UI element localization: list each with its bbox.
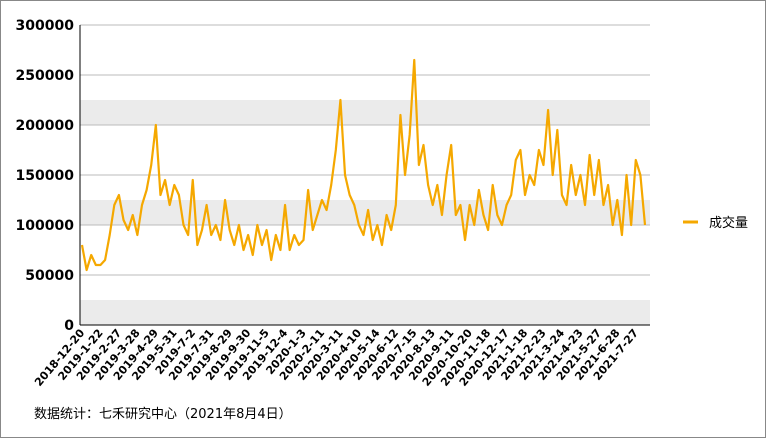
y-tick-label: 100000 <box>16 218 75 234</box>
y-tick-label: 150000 <box>16 168 75 184</box>
y-tick-label: 0 <box>64 318 74 334</box>
source-note: 数据统计：七禾研究中心（2021年8月4日） <box>34 407 292 422</box>
data-line <box>80 58 647 272</box>
y-tick-label: 50000 <box>25 268 74 284</box>
y-tick-label: 300000 <box>16 18 75 34</box>
y-tick-label: 250000 <box>16 68 75 84</box>
legend-label: 成交量 <box>709 215 748 231</box>
y-tick-label: 200000 <box>16 118 75 134</box>
grid-band <box>80 100 650 125</box>
grid-band <box>80 300 650 325</box>
